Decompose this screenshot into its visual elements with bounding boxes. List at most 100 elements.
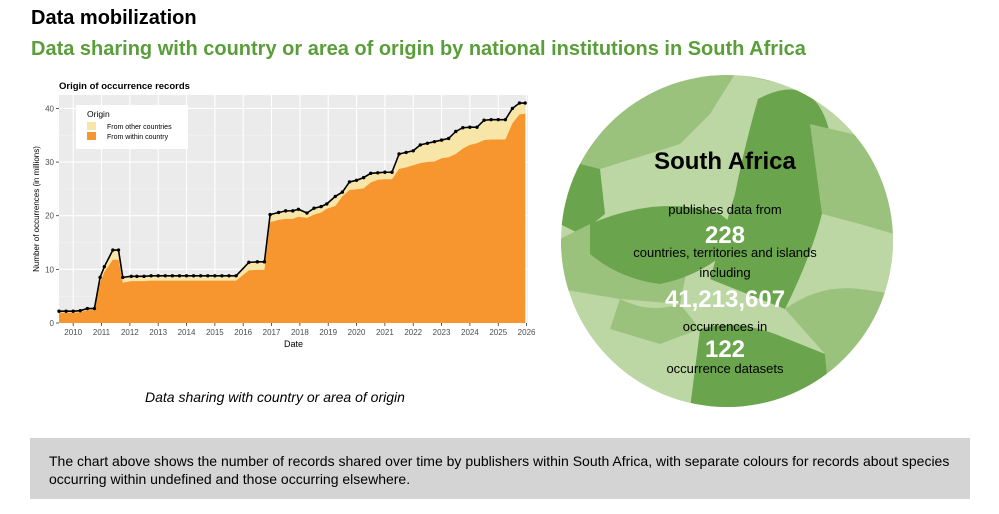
x-tick-label: 2013	[149, 328, 167, 337]
summary-occurrences-count: 41,213,607	[665, 286, 785, 313]
x-tick-label: 2026	[518, 328, 536, 337]
data-point	[262, 260, 267, 264]
legend: Origin From other countries From within …	[76, 105, 188, 149]
x-tick-label: 2020	[348, 328, 366, 337]
x-tick-label: 2024	[461, 328, 479, 337]
data-point	[496, 117, 500, 122]
data-point	[135, 274, 139, 279]
data-areas	[59, 103, 526, 323]
legend-label-within-country: From within country	[107, 134, 169, 141]
chart-description: The chart above shows the number of reco…	[30, 438, 970, 499]
data-point	[369, 171, 373, 176]
x-tick-label: 2023	[433, 328, 451, 337]
data-points	[57, 101, 527, 313]
data-point	[85, 306, 90, 311]
data-point	[268, 212, 272, 217]
data-point	[404, 150, 408, 155]
y-tick-label: 10	[45, 265, 54, 274]
data-point	[142, 274, 146, 279]
data-point	[305, 211, 309, 215]
data-point	[121, 275, 125, 280]
data-point	[291, 209, 295, 213]
data-point	[284, 209, 288, 213]
legend-swatch-other-countries	[87, 122, 96, 130]
data-point	[149, 274, 153, 278]
x-tick-label: 2012	[121, 328, 139, 337]
legend-title: Origin	[87, 109, 110, 119]
legend-swatch-within-country	[87, 132, 96, 140]
x-tick-label: 2025	[489, 328, 507, 337]
data-point	[255, 260, 260, 264]
data-point	[425, 141, 430, 145]
circle-pattern	[561, 75, 893, 407]
data-point	[163, 274, 167, 278]
data-point	[177, 274, 182, 278]
summary-country: South Africa	[654, 148, 796, 175]
data-point	[454, 129, 458, 134]
summary-circle: South Africa publishes data from 228 cou…	[561, 75, 893, 407]
data-point	[116, 248, 121, 252]
y-tick-label: 0	[50, 319, 55, 328]
data-point	[523, 101, 527, 105]
data-point	[191, 274, 196, 278]
y-tick-label: 40	[45, 104, 54, 113]
data-point	[482, 118, 486, 122]
data-point	[156, 274, 160, 278]
data-point	[296, 207, 301, 211]
data-point	[319, 204, 323, 209]
data-point	[503, 117, 508, 122]
data-point	[517, 101, 522, 105]
data-point	[184, 274, 189, 278]
data-point	[390, 170, 394, 174]
data-point	[397, 152, 401, 156]
chart-title: Origin of occurrence records	[59, 81, 190, 92]
y-axis-label: Number of occurrences (in millions)	[32, 146, 41, 272]
summary-line-including: including	[699, 265, 750, 280]
data-point	[276, 210, 281, 215]
data-point	[98, 275, 102, 280]
data-point	[376, 171, 380, 175]
data-point	[247, 260, 251, 265]
x-tick-label: 2022	[404, 328, 422, 337]
data-point	[64, 309, 68, 313]
summary-datasets-count: 122	[705, 336, 745, 363]
x-tick-label: 2018	[291, 328, 309, 337]
summary-countries-count: 228	[705, 222, 745, 249]
data-point	[383, 170, 387, 174]
data-point	[213, 274, 217, 278]
data-point	[432, 139, 437, 144]
data-point	[461, 126, 465, 130]
x-tick-label: 2014	[178, 328, 196, 337]
data-point	[510, 106, 515, 111]
legend-label-other-countries: From other countries	[107, 124, 172, 131]
data-point	[333, 194, 337, 199]
data-point	[439, 138, 444, 142]
occurrence-origin-chart: Origin of occurrence records 0 10 20 30 40 20…	[32, 81, 536, 349]
x-tick-label: 2015	[206, 328, 224, 337]
summary-line-datasets: occurrence datasets	[666, 361, 784, 376]
data-point	[418, 143, 423, 147]
summary-line-publishes: publishes data from	[668, 202, 781, 217]
data-point	[102, 264, 107, 269]
area-within-country	[59, 113, 526, 323]
y-tick-label: 30	[45, 158, 54, 167]
x-tick-label: 2019	[319, 328, 337, 337]
data-point	[325, 202, 329, 206]
x-tick-label: 2021	[376, 328, 394, 337]
data-point	[312, 206, 316, 210]
data-point	[78, 308, 82, 313]
data-point	[198, 274, 203, 278]
data-point	[227, 274, 231, 278]
data-point	[446, 136, 451, 141]
axes: 0 10 20 30 40 2010 2011 2012 2013 2014 2015 2016 201…	[45, 104, 536, 337]
data-point	[71, 309, 75, 313]
data-point	[92, 306, 97, 311]
x-tick-label: 2017	[263, 328, 281, 337]
data-point	[111, 248, 115, 252]
data-point	[489, 117, 493, 122]
x-tick-label: 2016	[234, 328, 252, 337]
data-point	[475, 125, 479, 129]
x-tick-label: 2011	[93, 328, 111, 337]
data-point	[340, 190, 345, 194]
y-tick-label: 20	[45, 212, 54, 221]
